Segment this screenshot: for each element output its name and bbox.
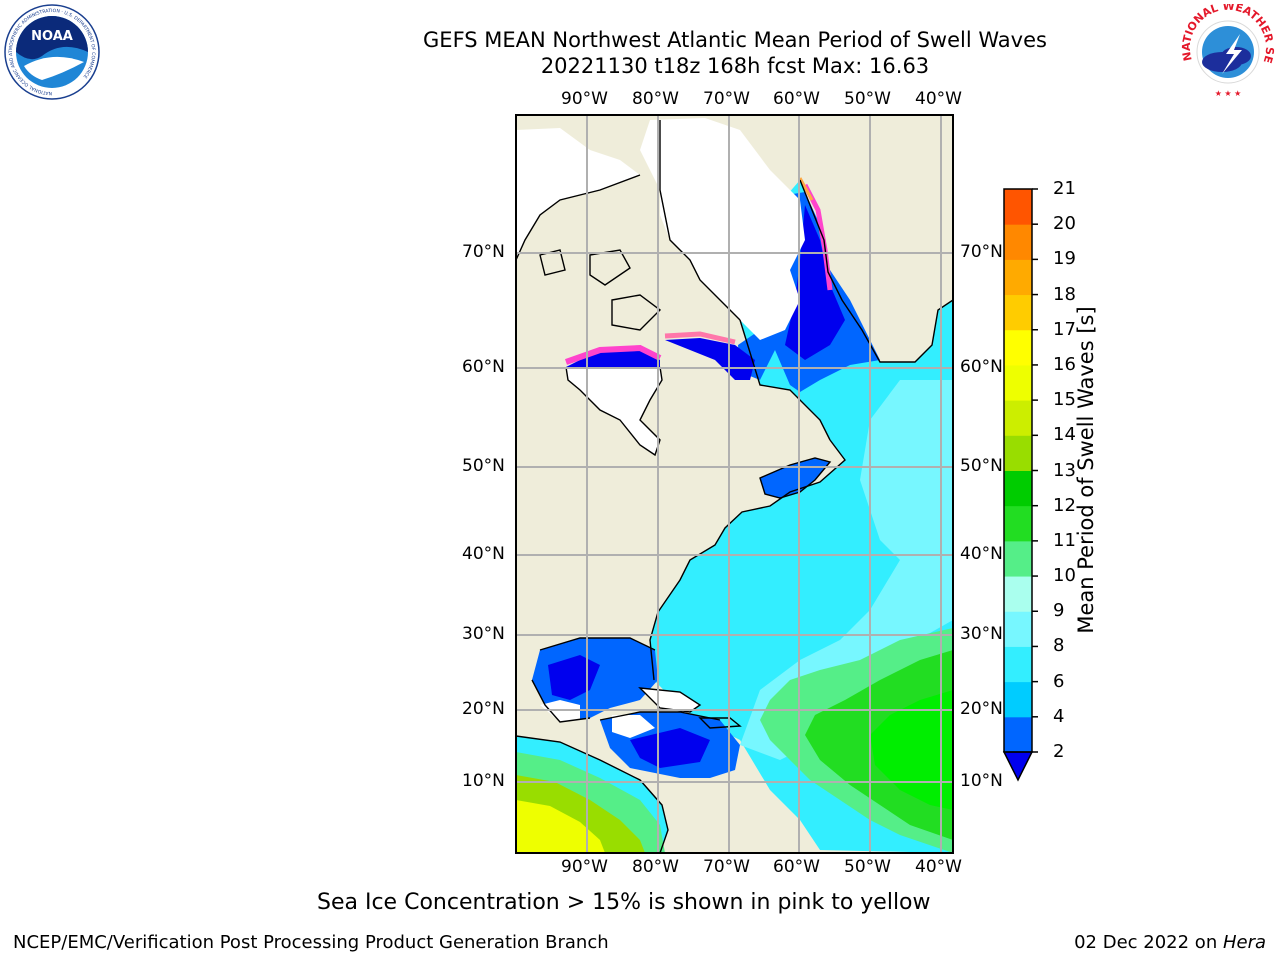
lon-label-bottom-90w: 90°W bbox=[561, 857, 608, 877]
colorbar-segment bbox=[1004, 294, 1032, 331]
lon-label-top-80w: 80°W bbox=[632, 89, 679, 109]
lat-label-left-10n: 10°N bbox=[462, 771, 505, 791]
lon-label-top-70w: 70°W bbox=[703, 89, 750, 109]
map-frame bbox=[515, 114, 954, 854]
colorbar-tick-label: 9 bbox=[1053, 600, 1065, 622]
colorbar-tick-label: 19 bbox=[1053, 248, 1076, 270]
ice-hudson-bay bbox=[566, 367, 662, 455]
colorbar-segment bbox=[1004, 716, 1032, 753]
colorbar-segment bbox=[1004, 224, 1032, 260]
land-south-america-yellow bbox=[516, 800, 605, 853]
colorbar-tick-label: 10 bbox=[1053, 565, 1076, 587]
map-area bbox=[516, 115, 953, 853]
colorbar bbox=[1002, 188, 1038, 782]
lon-label-top-60w: 60°W bbox=[773, 89, 820, 109]
ocean-green-deep bbox=[870, 690, 953, 810]
lon-label-top-90w: 90°W bbox=[561, 89, 608, 109]
lat-label-left-60n: 60°N bbox=[462, 357, 505, 377]
colorbar-tick-label: 17 bbox=[1053, 318, 1076, 340]
coastlines bbox=[516, 120, 953, 853]
ice-cuba bbox=[640, 688, 700, 712]
colorbar-segment bbox=[1004, 681, 1032, 718]
lat-label-left-70n: 70°N bbox=[462, 242, 505, 262]
colorbar-ticks bbox=[1032, 188, 1038, 753]
colorbar-tick-label: 14 bbox=[1053, 424, 1076, 446]
lat-label-left-50n: 50°N bbox=[462, 456, 505, 476]
colorbar-segment bbox=[1004, 576, 1032, 612]
ocean-hudson-strait bbox=[665, 338, 755, 380]
sea-ice-note: Sea Ice Concentration > 15% is shown in … bbox=[317, 890, 931, 915]
colorbar-segments bbox=[1004, 189, 1032, 753]
lat-label-right-60n: 60°N bbox=[960, 357, 1003, 377]
ocean-hudson-bay-edge bbox=[566, 348, 660, 367]
colorbar-tick-label: 18 bbox=[1053, 283, 1076, 305]
footer-date: 02 Dec 2022 on Hera bbox=[1074, 932, 1266, 953]
colorbar-tick-label: 12 bbox=[1053, 494, 1076, 516]
colorbar-tick-label: 15 bbox=[1053, 389, 1076, 411]
colorbar-segment bbox=[1004, 505, 1032, 542]
lon-label-bottom-80w: 80°W bbox=[632, 857, 679, 877]
lat-label-left-40n: 40°N bbox=[462, 544, 505, 564]
footer-branch: NCEP/EMC/Verification Post Processing Pr… bbox=[13, 932, 609, 953]
ocean-light-band bbox=[740, 380, 953, 760]
lon-label-top-50w: 50°W bbox=[844, 89, 891, 109]
title-line-1: GEFS MEAN Northwest Atlantic Mean Period… bbox=[423, 28, 1047, 52]
lat-label-right-50n: 50°N bbox=[960, 456, 1003, 476]
sea-ice-edge-baffin-orange bbox=[798, 177, 814, 201]
colorbar-segment bbox=[1004, 611, 1032, 647]
colorbar-segment bbox=[1004, 646, 1032, 683]
nws-stars-icon: ★ ★ ★ bbox=[1215, 89, 1242, 98]
footer-date-text: 02 Dec 2022 on bbox=[1074, 932, 1223, 953]
colorbar-tick-label: 20 bbox=[1053, 213, 1076, 235]
colorbar-segment bbox=[1004, 364, 1032, 401]
colorbar-segment bbox=[1004, 540, 1032, 577]
noaa-name: NOAA bbox=[31, 29, 73, 44]
ice-canadian-archipelago bbox=[516, 128, 640, 260]
colorbar-tick-label: 8 bbox=[1053, 635, 1065, 657]
ice-arctic bbox=[640, 118, 805, 340]
footer-machine: Hera bbox=[1222, 932, 1266, 953]
lon-label-bottom-70w: 70°W bbox=[703, 857, 750, 877]
colorbar-segment bbox=[1004, 189, 1032, 225]
colorbar-tick-label: 21 bbox=[1053, 178, 1076, 199]
lat-label-right-10n: 10°N bbox=[960, 771, 1003, 791]
ice-caribbean-islands bbox=[612, 715, 655, 738]
colorbar-tick-label: 6 bbox=[1053, 670, 1065, 692]
colorbar-tick-label: 2 bbox=[1053, 741, 1065, 762]
nws-logo: NATIONAL WEATHER SERVICE ★ ★ ★ bbox=[1178, 4, 1276, 98]
lat-label-right-20n: 20°N bbox=[960, 699, 1003, 719]
colorbar-tick-label: 16 bbox=[1053, 353, 1076, 375]
colorbar-tick-label: 13 bbox=[1053, 459, 1076, 481]
graticule bbox=[516, 115, 953, 853]
lat-label-left-30n: 30°N bbox=[462, 624, 505, 644]
lon-label-top-40w: 40°W bbox=[915, 89, 962, 109]
sea-ice-edge-hudson-strait bbox=[664, 331, 736, 345]
colorbar-segment bbox=[1004, 435, 1032, 471]
lat-label-right-30n: 30°N bbox=[960, 624, 1003, 644]
lon-label-bottom-50w: 50°W bbox=[844, 857, 891, 877]
lat-label-right-40n: 40°N bbox=[960, 544, 1003, 564]
colorbar-tick-label: 11 bbox=[1053, 529, 1076, 551]
lat-label-right-70n: 70°N bbox=[960, 242, 1003, 262]
lon-label-bottom-40w: 40°W bbox=[915, 857, 962, 877]
colorbar-segment bbox=[1004, 400, 1032, 436]
colorbar-tick-label: 4 bbox=[1053, 705, 1065, 727]
ocean-caribbean-dark bbox=[630, 728, 710, 768]
colorbar-segment bbox=[1004, 470, 1032, 507]
noaa-logo: NOAA NATIONAL OCEANIC AND ATMOSPHERIC AD… bbox=[4, 4, 100, 100]
colorbar-extend-triangle bbox=[1002, 751, 1034, 782]
lat-label-left-20n: 20°N bbox=[462, 699, 505, 719]
sea-ice-edge-hudson bbox=[565, 344, 662, 365]
colorbar-segment bbox=[1004, 259, 1032, 296]
lon-label-bottom-60w: 60°W bbox=[773, 857, 820, 877]
colorbar-label: Mean Period of Swell Waves [s] bbox=[1074, 306, 1098, 634]
colorbar-segment bbox=[1004, 329, 1032, 366]
title-line-2: 20221130 t18z 168h fcst Max: 16.63 bbox=[540, 54, 930, 78]
page-title: GEFS MEAN Northwest Atlantic Mean Period… bbox=[290, 27, 1180, 79]
